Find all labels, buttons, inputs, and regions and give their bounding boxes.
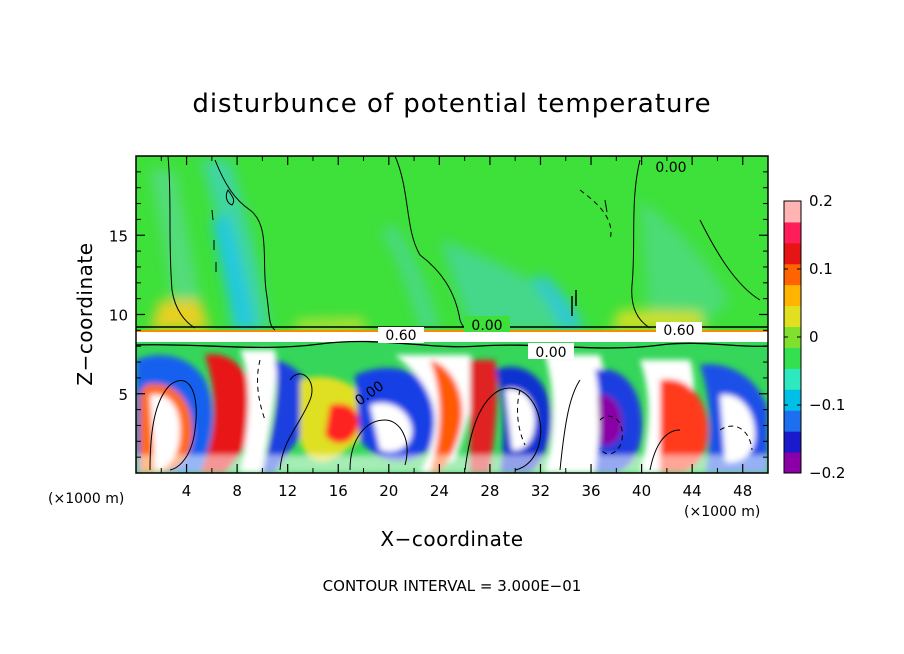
contour-label: 0.00: [655, 160, 686, 176]
colorbar-swatch: [784, 410, 801, 432]
x-tick-label: 8: [232, 482, 242, 500]
x-axis-label: X−coordinate: [380, 527, 523, 551]
colorbar-ticks: 0.2 0.1 0 −0.1 −0.2: [784, 192, 845, 482]
contour-label: 0.00: [535, 345, 566, 361]
contour-label-bg: [378, 327, 424, 343]
contour-label: 0.60: [385, 328, 416, 344]
colorbar-swatch: [784, 221, 801, 244]
colorbar-swatch: [784, 201, 801, 223]
x-tick-label: 24: [430, 482, 449, 500]
y-axis-label: Z−coordinate: [73, 242, 97, 385]
colorbar-swatch: [784, 389, 801, 411]
colorbar-tick-label: 0: [809, 328, 819, 346]
x-unit-right: (×1000 m): [684, 504, 760, 520]
x-tick-label: 16: [329, 482, 348, 500]
colorbar-tick-label: −0.1: [809, 396, 845, 414]
y-tick-label: 15: [109, 227, 128, 245]
x-unit-left: (×1000 m): [48, 491, 124, 507]
x-tick-label: 4: [182, 482, 192, 500]
chart-title: disturbunce of potential temperature: [192, 89, 711, 119]
colorbar-swatch: [784, 263, 801, 286]
y-tick-label: 10: [109, 307, 128, 325]
x-tick-label: 20: [379, 482, 398, 500]
colorbar-tick-label: 0.2: [809, 192, 833, 210]
colorbar-swatch: [784, 305, 801, 328]
x-tick-label: 36: [581, 482, 600, 500]
colorbar-swatch: [784, 242, 801, 265]
contour-interval-note: CONTOUR INTERVAL = 3.000E−01: [323, 577, 582, 595]
x-tick-label: 40: [632, 482, 651, 500]
lower-field: [136, 342, 768, 473]
colorbar-swatches: [784, 201, 801, 474]
colorbar-swatch: [784, 326, 801, 348]
colorbar-swatch: [784, 347, 801, 369]
colorbar-swatch: [784, 452, 801, 474]
colorbar-swatch: [784, 284, 801, 307]
x-tick-label: 28: [480, 482, 499, 500]
contour-label: 0.60: [663, 323, 694, 339]
transition-band: [136, 330, 768, 344]
colorbar-tick-label: −0.2: [809, 464, 845, 482]
contour-label-bg: [464, 316, 510, 332]
contour-label-bg: [528, 343, 574, 359]
colorbar-swatch: [784, 431, 801, 453]
colorbar: 0.2 0.1 0 −0.1 −0.2: [783, 192, 845, 482]
colorbar-swatch: [784, 368, 801, 390]
contour-label-bg: [656, 322, 702, 338]
x-tick-label: 44: [683, 482, 702, 500]
field-plot: 0.00 0.60 0.00 0.60 0.00 0.00: [136, 156, 768, 473]
colorbar-tick-label: 0.1: [809, 260, 833, 278]
y-tick-label: 5: [118, 386, 128, 404]
contour-label: 0.00: [471, 318, 502, 334]
x-tick-label: 12: [278, 482, 297, 500]
x-tick-label: 48: [733, 482, 752, 500]
contour-label-bg: [648, 158, 694, 175]
x-tick-label: 32: [531, 482, 550, 500]
